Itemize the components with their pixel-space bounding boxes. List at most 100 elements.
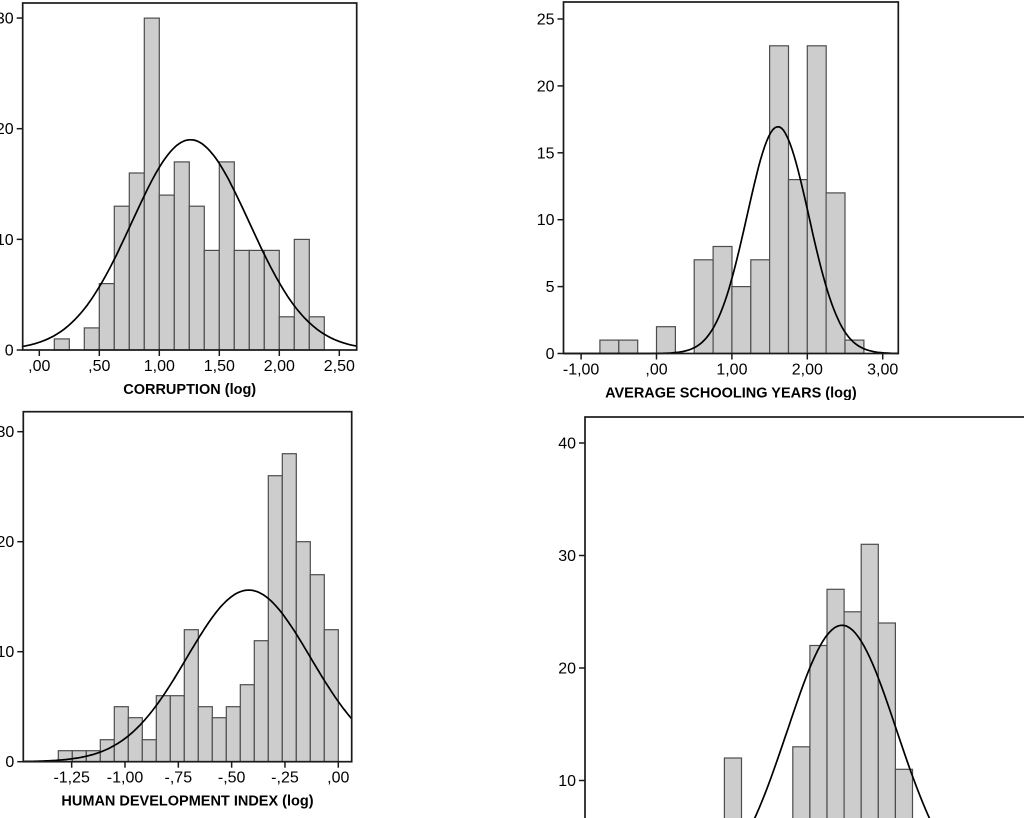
histogram-bar <box>267 475 283 763</box>
x-tick-label: 3,00 <box>867 362 898 379</box>
histogram-bars <box>723 543 914 818</box>
histogram-bar <box>218 161 235 351</box>
histogram-bar <box>253 640 269 763</box>
y-tick-label: 0 <box>5 343 14 360</box>
plot-frame <box>21 2 358 351</box>
y-axis: 0 10 20 30 <box>0 424 24 771</box>
x-tick-label: -,50 <box>218 770 246 787</box>
histogram-bar <box>843 611 862 818</box>
histogram-bar <box>281 453 297 763</box>
histogram-bar <box>809 644 828 818</box>
histogram-bar <box>278 316 295 351</box>
y-tick-label: 30 <box>0 424 14 441</box>
histogram-bar <box>83 327 100 351</box>
x-tick-label: ,50 <box>88 358 110 375</box>
y-axis: 0 5 10 15 20 25 <box>537 12 564 363</box>
y-tick-label: 20 <box>537 78 555 95</box>
histogram-bar <box>113 706 129 763</box>
chart-hdi-histogram: 0 10 20 30 -1,25 -1,00 -,75 -,50 -,25 ,00 HUMAN DE… <box>0 410 353 810</box>
histogram-bar <box>750 259 771 355</box>
y-tick-label: 10 <box>537 212 555 229</box>
histogram-bar <box>860 543 879 818</box>
histogram-bar <box>323 629 339 763</box>
y-tick-label: 20 <box>558 661 576 678</box>
histogram-bar <box>731 286 752 355</box>
histogram-bar <box>712 245 733 355</box>
y-tick-label: 15 <box>537 145 555 162</box>
histogram-bar <box>143 17 160 351</box>
histogram-bar <box>293 238 310 351</box>
chart-partial-histogram: 10 20 30 40 <box>558 416 1024 818</box>
normal-curve <box>753 624 931 818</box>
y-tick-label: 10 <box>558 773 576 790</box>
histogram-bar <box>655 326 676 355</box>
histogram-bar <box>113 205 130 351</box>
y-axis: 0 10 20 30 <box>0 11 23 360</box>
histogram-bar <box>173 161 190 351</box>
histogram-bar <box>155 695 171 763</box>
histogram-bar <box>599 339 620 355</box>
histogram-bar <box>53 338 70 351</box>
y-tick-label: 40 <box>558 436 576 453</box>
y-tick-label: 20 <box>0 534 14 551</box>
normal-curve <box>23 589 353 763</box>
y-tick-label: 30 <box>558 548 576 565</box>
x-tick-label: 1,00 <box>716 362 747 379</box>
histogram-bar <box>233 249 250 351</box>
x-axis-title: AVERAGE SCHOOLING YEARS (log) <box>605 386 857 401</box>
y-tick-label: 25 <box>537 12 555 29</box>
histogram-bar <box>806 45 827 355</box>
x-tick-label: 1,50 <box>204 358 235 375</box>
x-tick-label: 1,00 <box>144 358 175 375</box>
x-axis-title: HUMAN DEVELOPMENT INDEX (log) <box>61 794 313 810</box>
x-tick-label: 2,50 <box>324 358 355 375</box>
chart-schooling-histogram: 0 5 10 15 20 25 -1,00 ,00 1,00 2,00 3,00 AVERAGE SC… <box>537 1 900 401</box>
y-tick-label: 10 <box>0 644 14 661</box>
histogram-bars <box>53 17 325 351</box>
x-tick-label: ,00 <box>645 362 667 379</box>
histogram-bar <box>141 739 157 763</box>
histogram-bar <box>723 757 743 818</box>
histogram-bar <box>158 194 175 351</box>
histogram-bar <box>239 684 255 763</box>
plot-frame <box>562 1 900 355</box>
x-axis-title: CORRUPTION (log) <box>123 382 256 398</box>
y-tick-label: 10 <box>0 232 14 249</box>
histogram-bar <box>225 706 241 763</box>
histogram-bar <box>188 205 205 351</box>
plot-frame <box>22 410 353 763</box>
histogram-bar <box>263 249 280 351</box>
x-tick-label: 2,00 <box>792 362 823 379</box>
x-tick-label: -1,25 <box>53 770 90 787</box>
y-tick-label: 0 <box>5 754 14 771</box>
y-tick-label: 20 <box>0 121 14 138</box>
histogram-bar <box>825 192 846 355</box>
histogram-bar <box>197 706 213 763</box>
histogram-bar <box>894 768 914 818</box>
histogram-bar <box>618 339 639 355</box>
histogram-bar <box>693 259 714 355</box>
histogram-bar <box>98 283 115 351</box>
histogram-bars <box>57 453 339 763</box>
histogram-bar <box>169 695 185 763</box>
x-axis: ,00 ,50 1,00 1,50 2,00 2,50 <box>28 350 355 375</box>
x-tick-label: ,00 <box>28 358 50 375</box>
histogram-bar <box>295 541 311 763</box>
histogram-bars <box>599 45 865 355</box>
histogram-bar <box>203 249 220 351</box>
normal-curve <box>21 138 357 348</box>
histogram-bar <box>877 622 896 818</box>
x-tick-label: ,00 <box>327 770 349 787</box>
histogram-bar <box>787 179 808 355</box>
histogram-bar <box>792 746 811 818</box>
x-axis: -1,25 -1,00 -,75 -,50 -,25 ,00 <box>53 761 350 787</box>
x-tick-label: -1,00 <box>563 362 600 379</box>
chart-corruption-histogram: 0 10 20 30 ,00 ,50 1,00 1,50 2,00 2,50 CORRUPTION … <box>0 2 358 398</box>
y-tick-label: 30 <box>0 11 14 28</box>
x-axis: -1,00 ,00 1,00 2,00 3,00 <box>563 353 898 379</box>
histogram-bar <box>211 717 227 763</box>
plot-frame <box>584 416 1024 818</box>
histogram-bar <box>769 45 790 355</box>
x-tick-label: 2,00 <box>264 358 295 375</box>
